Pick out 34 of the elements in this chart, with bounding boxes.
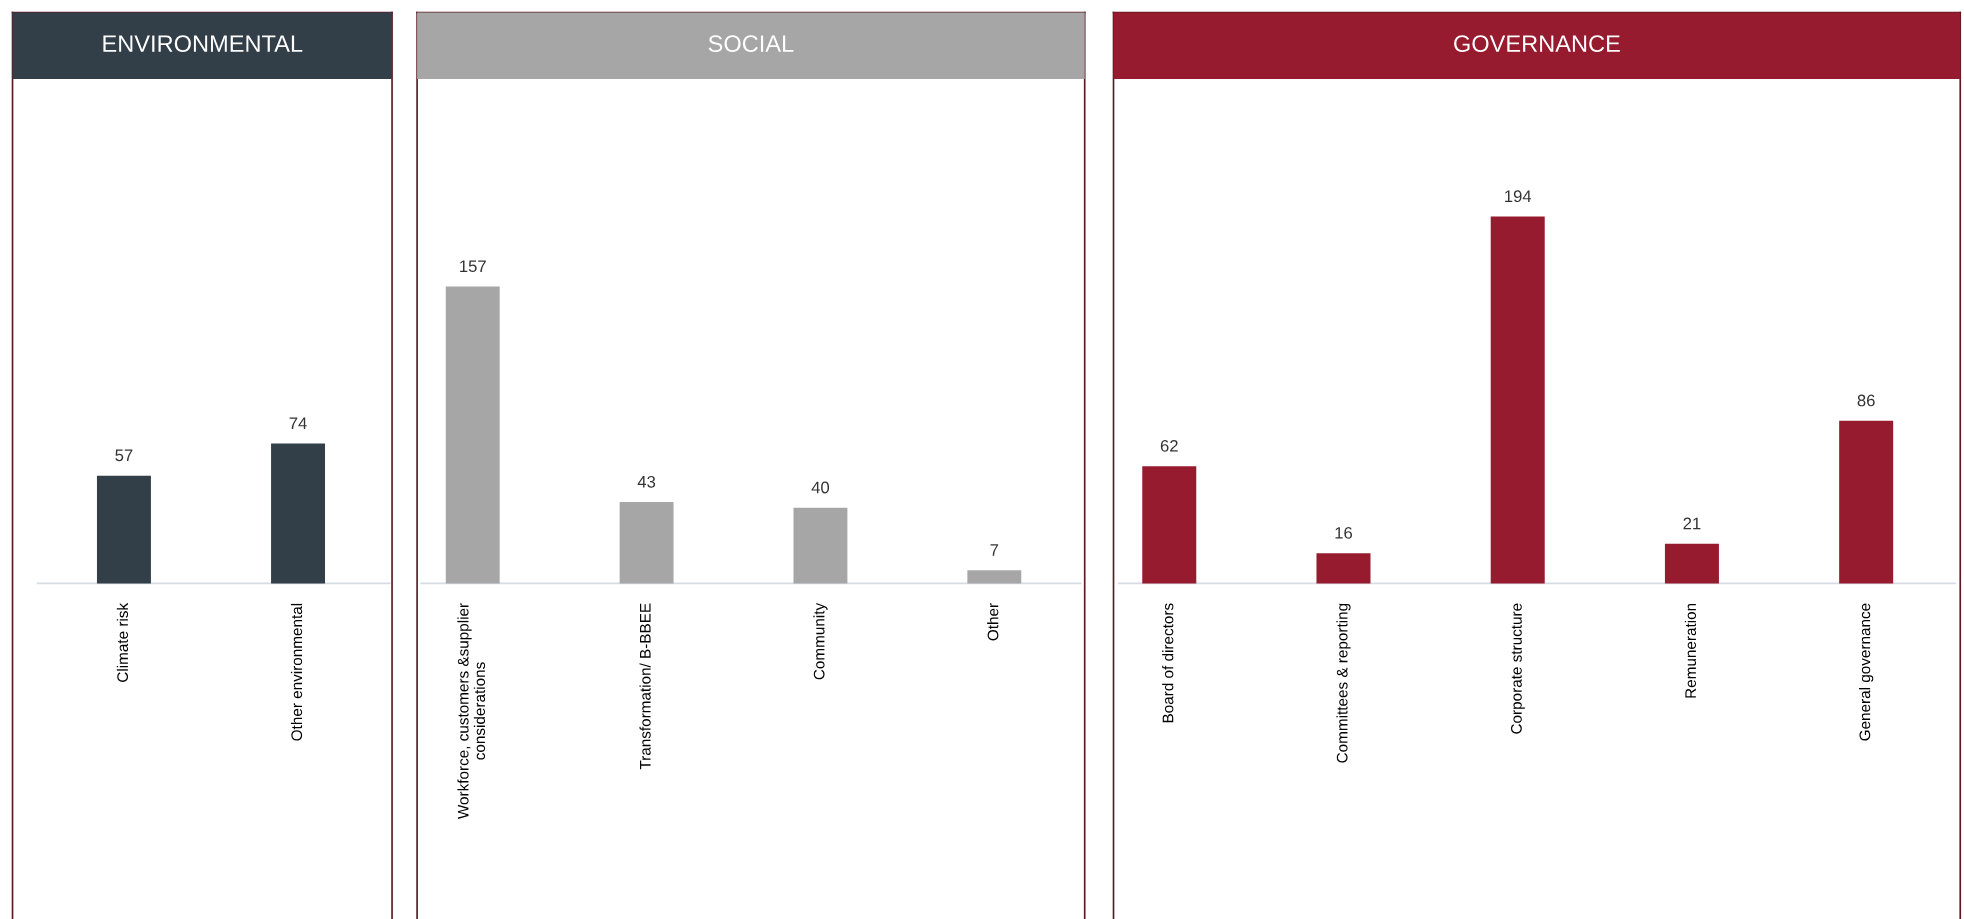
data-label: 194 (1505, 190, 1532, 203)
bar (445, 286, 500, 584)
bar (1316, 553, 1371, 584)
data-label: 157 (460, 260, 486, 273)
data-label: 62 (1160, 439, 1178, 452)
x-tick-label: Transformation/ B-BBEE (639, 603, 651, 770)
data-label: 57 (115, 449, 133, 462)
x-tick-label: Community (813, 602, 828, 680)
bar (1664, 543, 1719, 584)
data-label: 40 (811, 481, 830, 494)
data-label: 43 (637, 475, 656, 488)
bar (1839, 420, 1894, 584)
x-tick-label: Climate risk (116, 602, 129, 682)
x-tick-label: Corporate structure (1511, 603, 1525, 734)
data-label: 74 (289, 417, 307, 429)
data-label: 16 (1335, 526, 1353, 539)
chart-title: SOCIAL (708, 35, 794, 53)
data-label: 21 (1683, 517, 1701, 530)
x-tick-label: Remuneration (1684, 603, 1697, 698)
bar (967, 570, 1022, 584)
chart-title: ENVIRONMENTAL (103, 35, 303, 53)
chart-title: GOVERNANCE (1454, 35, 1620, 53)
bar (1490, 216, 1545, 584)
x-tick-label: Committees & reporting (1336, 603, 1351, 763)
x-tick-label: Other environmental (290, 603, 303, 741)
x-tick-label: Board of directors (1162, 603, 1174, 723)
data-label: 7 (990, 544, 999, 556)
bar (1142, 466, 1197, 584)
x-tick-label: General governance (1859, 603, 1874, 741)
x-tick-label: Other (987, 603, 999, 641)
bar (793, 507, 848, 584)
bar (619, 502, 674, 584)
x-tick-label: Workforce, customers &supplier considerations (457, 603, 486, 820)
data-label: 86 (1857, 394, 1875, 407)
